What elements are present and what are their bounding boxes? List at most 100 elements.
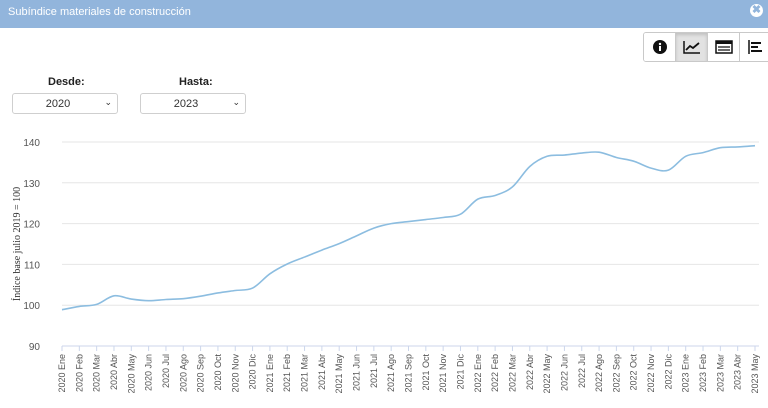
- x-tick-label: 2020 Oct: [213, 354, 223, 391]
- from-year-select[interactable]: 2020 ⌄: [12, 93, 118, 114]
- x-tick-label: 2021 Nov: [438, 354, 448, 393]
- y-tick-label: 140: [23, 138, 40, 149]
- x-tick-label: 2022 Ago: [594, 354, 604, 392]
- data-point: [563, 154, 566, 157]
- x-tick-label: 2023 Ene: [681, 354, 691, 393]
- data-point: [390, 222, 393, 225]
- x-tick-label: 2020 Mar: [92, 354, 102, 392]
- chevron-down-icon: ⌄: [104, 97, 112, 107]
- data-point: [95, 303, 98, 306]
- y-tick-label: 90: [29, 342, 41, 353]
- data-point: [268, 272, 271, 275]
- x-tick-label: 2020 Ene: [57, 354, 67, 393]
- x-tick-label: 2020 Sep: [196, 354, 206, 393]
- data-point: [320, 249, 323, 252]
- data-point: [598, 151, 601, 154]
- info-button[interactable]: [644, 33, 676, 61]
- data-point: [147, 299, 150, 302]
- data-point: [61, 308, 64, 311]
- y-tick-label: 120: [23, 220, 40, 231]
- data-point: [303, 256, 306, 259]
- data-point: [355, 234, 358, 237]
- x-tick-label: 2021 Oct: [421, 354, 431, 391]
- window-title: Subíndice materiales de construcción: [8, 6, 191, 18]
- close-icon[interactable]: ✖: [750, 4, 763, 17]
- data-point: [112, 294, 115, 297]
- x-tick-label: 2022 Abr: [525, 354, 535, 390]
- to-year-select[interactable]: 2023 ⌄: [140, 93, 246, 114]
- data-point: [216, 291, 219, 294]
- x-tick-label: 2023 May: [750, 354, 760, 394]
- x-tick-label: 2022 May: [542, 354, 552, 394]
- y-tick-label: 110: [24, 260, 40, 271]
- data-point: [130, 298, 133, 301]
- data-point: [684, 155, 687, 158]
- data-point: [719, 146, 722, 149]
- bar-chart-icon: [748, 40, 762, 54]
- data-point: [199, 295, 202, 298]
- data-point: [754, 144, 757, 147]
- series-line: [61, 144, 756, 311]
- x-tick-label: 2021 Jul: [369, 354, 379, 388]
- info-icon: [652, 40, 667, 54]
- line-chart: 90 100 110 120 130 140 2020 Ene 2020 Feb 2020 Ma…: [11, 138, 760, 394]
- x-tick-label: 2021 Abr: [317, 354, 327, 390]
- data-point: [182, 297, 185, 300]
- y-axis-title: Índice base julio 2019 = 100: [11, 187, 23, 301]
- y-tick-label: 130: [23, 179, 40, 190]
- data-point: [546, 155, 549, 158]
- data-point: [494, 194, 497, 197]
- bar-chart-button[interactable]: [740, 33, 768, 61]
- data-point: [615, 156, 618, 159]
- chevron-down-icon: ⌄: [232, 97, 240, 107]
- x-tick-label: 2020 May: [126, 354, 136, 394]
- data-point: [511, 185, 514, 188]
- to-label: Hasta:: [179, 76, 213, 88]
- data-point: [286, 262, 289, 265]
- x-tick-label: 2023 Abr: [733, 354, 743, 390]
- x-tick-label: 2020 Jul: [161, 354, 171, 388]
- x-tick-label: 2020 Nov: [230, 354, 240, 393]
- x-tick-label: 2022 Dic: [663, 354, 673, 390]
- x-tick-label: 2022 Sep: [611, 354, 621, 393]
- data-point: [528, 165, 531, 168]
- data-point: [650, 167, 653, 170]
- title-bar: Subíndice materiales de construcción ✖: [0, 0, 768, 28]
- data-point: [580, 152, 583, 155]
- x-tick-label: 2020 Jun: [144, 354, 154, 391]
- x-tick-label: 2021 Mar: [300, 354, 310, 392]
- data-point: [632, 160, 635, 163]
- x-tick-label: 2022 Nov: [646, 354, 656, 393]
- data-point: [78, 305, 81, 308]
- view-toolbar: [643, 32, 768, 62]
- x-tick-label: 2021 Feb: [282, 354, 292, 392]
- data-point: [459, 213, 462, 216]
- data-point: [251, 287, 254, 290]
- x-tick-label: 2021 Ago: [386, 354, 396, 392]
- x-tick-label: 2022 Mar: [507, 354, 517, 392]
- data-point: [234, 289, 237, 292]
- x-tick-label: 2020 Feb: [74, 354, 84, 392]
- data-point: [407, 220, 410, 223]
- x-tick-label: 2022 Jun: [559, 354, 569, 391]
- data-point: [736, 145, 739, 148]
- data-point: [476, 198, 479, 201]
- table-button[interactable]: [708, 33, 740, 61]
- data-point: [338, 242, 341, 245]
- from-year-value: 2020: [45, 98, 71, 110]
- line-chart-icon: [682, 41, 700, 54]
- line-chart-button[interactable]: [676, 33, 708, 61]
- data-point: [442, 216, 445, 219]
- data-point: [702, 151, 705, 154]
- x-tick-label: 2022 Jul: [577, 354, 587, 388]
- x-tick-label: 2020 Dic: [248, 354, 258, 390]
- y-tick-label: 100: [23, 301, 40, 312]
- data-point: [667, 169, 670, 172]
- data-point: [164, 298, 167, 301]
- data-point: [424, 218, 427, 221]
- x-tick-label: 2021 Dic: [455, 354, 465, 390]
- from-label: Desde:: [48, 76, 85, 88]
- x-tick-label: 2020 Ago: [178, 354, 188, 392]
- x-tick-label: 2021 May: [334, 354, 344, 394]
- x-tick-label: 2022 Oct: [629, 354, 639, 391]
